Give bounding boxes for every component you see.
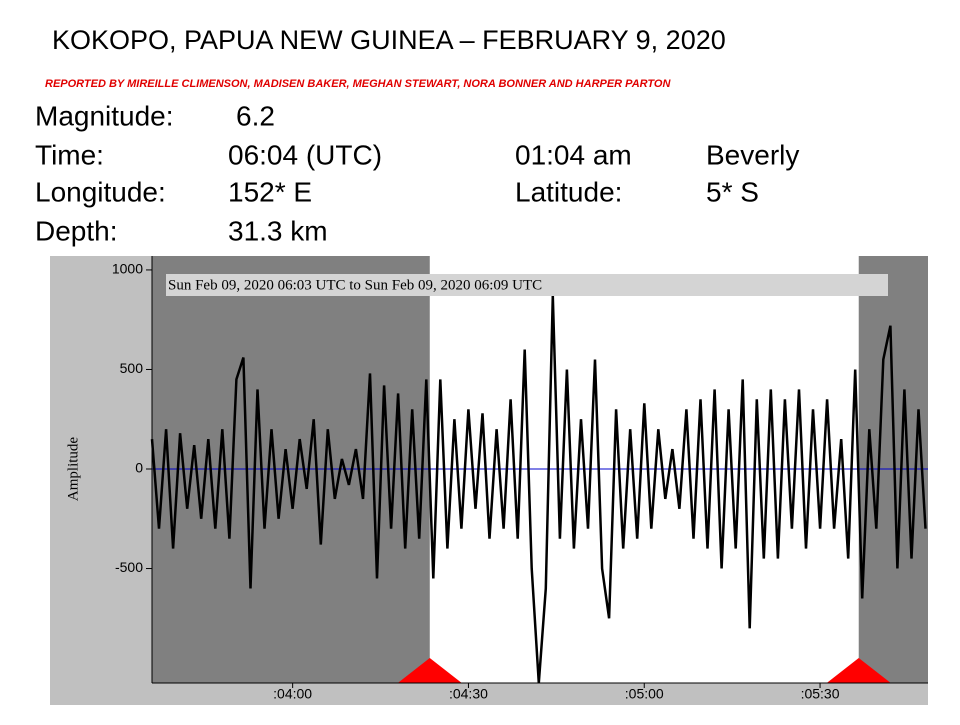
y-tick-label: 1000 bbox=[112, 261, 143, 277]
x-tick-label: :04:00 bbox=[273, 686, 312, 702]
info-cell: 06:04 (UTC) bbox=[228, 139, 382, 170]
window-marker bbox=[397, 658, 462, 683]
window-marker bbox=[826, 658, 891, 683]
info-cell: Longitude: bbox=[35, 176, 166, 207]
info-cell: 01:04 am bbox=[515, 139, 632, 170]
chart: -500 0 500 1000 :04:00 :04:30 :05:00 :05:30 Ampl… bbox=[65, 256, 928, 702]
y-tick-label: 500 bbox=[120, 360, 144, 376]
info-cell: Depth: bbox=[35, 215, 118, 246]
info-cell: Latitude: bbox=[515, 176, 622, 207]
y-axis-label: Amplitude bbox=[65, 437, 81, 502]
y-tick-label: 0 bbox=[135, 460, 143, 476]
x-tick-label: :04:30 bbox=[449, 686, 488, 702]
y-tick-label: -500 bbox=[115, 559, 143, 575]
x-tick-label: :05:30 bbox=[801, 686, 840, 702]
title: KOKOPO, PAPUA NEW GUINEA – FEBRUARY 9, 2… bbox=[52, 25, 726, 55]
info-cell: Beverly bbox=[706, 139, 799, 170]
reporters: REPORTED BY MIREILLE CLIMENSON, MADISEN … bbox=[45, 78, 671, 90]
subtitle: Sun Feb 09, 2020 06:03 UTC to Sun Feb 09… bbox=[168, 277, 542, 293]
x-tick-label: :05:00 bbox=[625, 686, 664, 702]
info-cell: 31.3 km bbox=[228, 215, 328, 246]
info-cell: 6.2 bbox=[236, 100, 275, 131]
info-block: Magnitude: 6.2 Time: 06:04 (UTC) 01:04 am Bev… bbox=[35, 100, 799, 246]
info-cell: 152* E bbox=[228, 176, 312, 207]
info-cell: Magnitude: bbox=[35, 100, 174, 131]
info-cell: Time: bbox=[35, 139, 104, 170]
subtitle-box bbox=[166, 274, 888, 296]
info-cell: 5* S bbox=[706, 176, 759, 207]
